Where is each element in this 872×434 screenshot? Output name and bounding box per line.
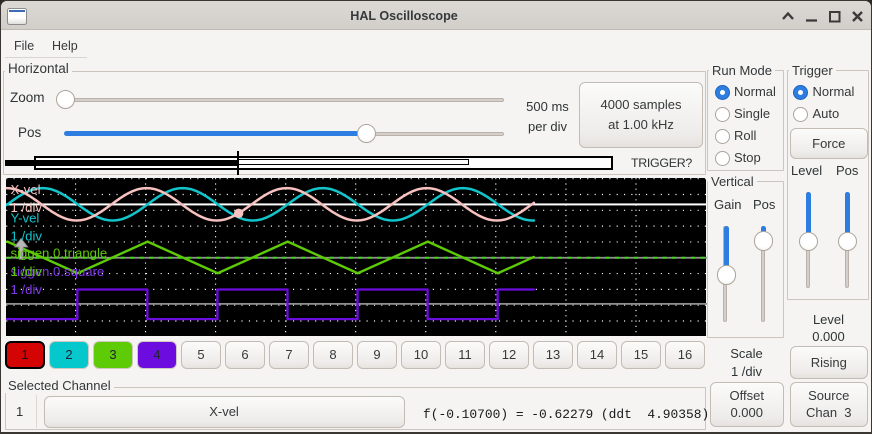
- svg-text:siggen.0.triangle: siggen.0.triangle: [10, 245, 107, 260]
- svg-text:1 /div: 1 /div: [10, 200, 42, 215]
- svg-text:Y-vel: Y-vel: [10, 210, 39, 225]
- svg-text:1 /div: 1 /div: [10, 281, 42, 296]
- svg-text:X-vel: X-vel: [10, 182, 40, 197]
- svg-text:siggen.0.square: siggen.0.square: [10, 263, 104, 278]
- svg-text:1 /div: 1 /div: [10, 228, 42, 243]
- svg-text:1 /div: 1 /div: [10, 263, 42, 278]
